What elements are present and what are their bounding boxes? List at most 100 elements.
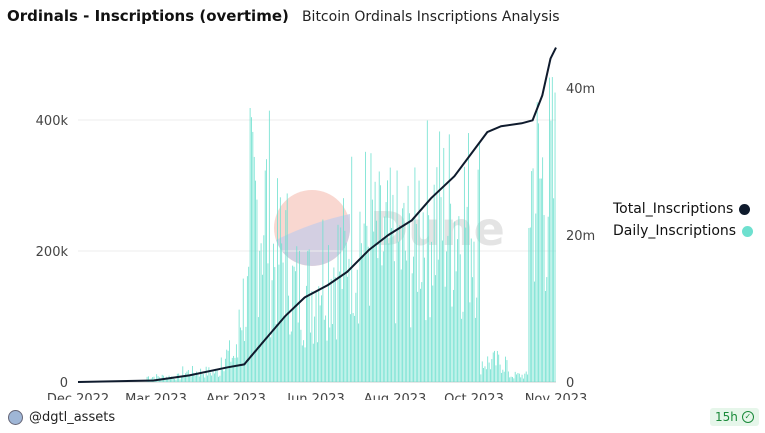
daily-inscriptions-bar — [473, 241, 475, 382]
daily-inscriptions-bar — [458, 216, 460, 382]
daily-inscriptions-bar — [444, 286, 446, 382]
daily-inscriptions-bar — [527, 374, 528, 382]
x-tick-label: Nov 2023 — [525, 392, 588, 400]
y-right-tick-label: 20m — [566, 229, 595, 244]
daily-inscriptions-bar — [156, 374, 158, 382]
daily-inscriptions-bar — [439, 131, 441, 382]
daily-inscriptions-bar — [409, 213, 410, 382]
daily-inscriptions-bar — [255, 180, 256, 382]
daily-inscriptions-bar — [190, 376, 192, 382]
daily-inscriptions-bar — [197, 374, 199, 382]
daily-inscriptions-bar — [436, 167, 438, 382]
daily-inscriptions-bar — [484, 366, 486, 382]
daily-inscriptions-bar — [540, 178, 542, 382]
daily-inscriptions-bar — [491, 359, 493, 382]
x-tick-label: Oct 2023 — [444, 392, 504, 400]
daily-inscriptions-bar — [512, 376, 513, 382]
total-inscriptions-line — [77, 47, 557, 383]
daily-inscriptions-bar — [293, 266, 295, 382]
daily-inscriptions-bars — [146, 77, 556, 383]
daily-inscriptions-bar — [535, 213, 537, 382]
daily-inscriptions-bar — [376, 220, 377, 382]
daily-inscriptions-bar — [542, 157, 544, 382]
daily-inscriptions-bar — [356, 269, 358, 382]
author-handle[interactable]: @dgtl_assets — [29, 410, 116, 425]
daily-inscriptions-bar — [336, 339, 338, 382]
daily-inscriptions-bar — [300, 329, 302, 382]
daily-inscriptions-bar — [413, 256, 414, 382]
daily-inscriptions-bar — [252, 131, 254, 382]
daily-inscriptions-bar — [391, 227, 392, 382]
y-axis-right: 0 20m 40m — [566, 82, 595, 391]
daily-inscriptions-bar — [428, 215, 430, 382]
daily-inscriptions-bar — [371, 199, 373, 382]
daily-inscriptions-bar — [329, 327, 331, 382]
daily-inscriptions-bar — [421, 282, 423, 382]
age-badge: 15h ✓ — [710, 408, 759, 426]
daily-inscriptions-bar — [481, 361, 483, 382]
daily-inscriptions-bar — [374, 181, 376, 382]
daily-inscriptions-bar — [517, 372, 519, 382]
daily-inscriptions-bar — [470, 238, 472, 382]
daily-inscriptions-bar — [352, 313, 354, 382]
daily-inscriptions-bar — [414, 167, 416, 382]
daily-inscriptions-bar — [351, 156, 353, 382]
daily-inscriptions-bar — [201, 374, 203, 382]
daily-inscriptions-bar — [148, 376, 149, 382]
legend-item-total[interactable]: Total_Inscriptions — [613, 198, 753, 220]
daily-inscriptions-bar — [267, 263, 269, 382]
daily-inscriptions-bar — [514, 371, 516, 382]
daily-inscriptions-bar — [317, 342, 318, 382]
daily-inscriptions-bar — [395, 323, 397, 382]
daily-inscriptions-bar — [219, 375, 221, 382]
daily-inscriptions-bar — [234, 357, 236, 382]
daily-inscriptions-bar — [319, 305, 321, 382]
daily-inscriptions-bar — [431, 241, 432, 382]
daily-inscriptions-bar — [506, 360, 508, 382]
daily-inscriptions-bar — [483, 368, 484, 382]
daily-inscriptions-bar — [462, 311, 464, 382]
daily-inscriptions-bar — [360, 243, 362, 382]
daily-inscriptions-bar — [507, 371, 509, 382]
watermark-logo-segment — [276, 214, 350, 266]
daily-inscriptions-bar — [172, 376, 174, 382]
chart-subtitle: Bitcoin Ordinals Inscriptions Analysis — [301, 9, 560, 25]
daily-inscriptions-bar — [216, 370, 218, 382]
daily-inscriptions-bar — [289, 334, 291, 382]
daily-inscriptions-bar — [447, 235, 449, 382]
daily-inscriptions-bar — [451, 306, 453, 382]
y-axis-left: 0 200k 400k — [36, 114, 69, 391]
daily-inscriptions-bar — [318, 286, 320, 382]
daily-inscriptions-bar — [547, 216, 549, 382]
daily-inscriptions-bar — [546, 277, 548, 382]
daily-inscriptions-bar — [362, 255, 364, 382]
daily-inscriptions-bar — [282, 262, 284, 382]
footer: @dgtl_assets — [8, 410, 115, 425]
legend-item-daily[interactable]: Daily_Inscriptions — [613, 220, 754, 242]
daily-inscriptions-bar — [400, 269, 402, 382]
daily-inscriptions-bar — [424, 257, 425, 382]
daily-inscriptions-bar — [377, 258, 379, 382]
daily-inscriptions-bar — [425, 320, 427, 382]
daily-inscriptions-bar — [153, 376, 155, 382]
daily-inscriptions-bar — [501, 372, 502, 382]
daily-inscriptions-bar — [403, 202, 405, 382]
daily-inscriptions-bar — [263, 235, 265, 382]
daily-inscriptions-bar — [179, 379, 181, 382]
daily-inscriptions-bar — [215, 368, 217, 382]
daily-inscriptions-bar — [257, 317, 259, 382]
daily-inscriptions-bar — [343, 198, 344, 382]
daily-inscriptions-bar — [183, 376, 185, 382]
daily-inscriptions-bar — [248, 266, 250, 382]
daily-inscriptions-bar — [454, 221, 456, 382]
daily-inscriptions-bar — [440, 197, 442, 382]
daily-inscriptions-bar — [230, 361, 232, 382]
daily-inscriptions-bar — [410, 327, 412, 382]
legend-dot-icon — [739, 203, 751, 215]
daily-inscriptions-bar — [262, 274, 263, 382]
daily-inscriptions-bar — [279, 197, 281, 382]
daily-inscriptions-bar — [510, 376, 512, 382]
daily-inscriptions-bar — [551, 77, 553, 383]
daily-inscriptions-bar — [539, 178, 541, 382]
daily-inscriptions-bar — [207, 375, 208, 382]
